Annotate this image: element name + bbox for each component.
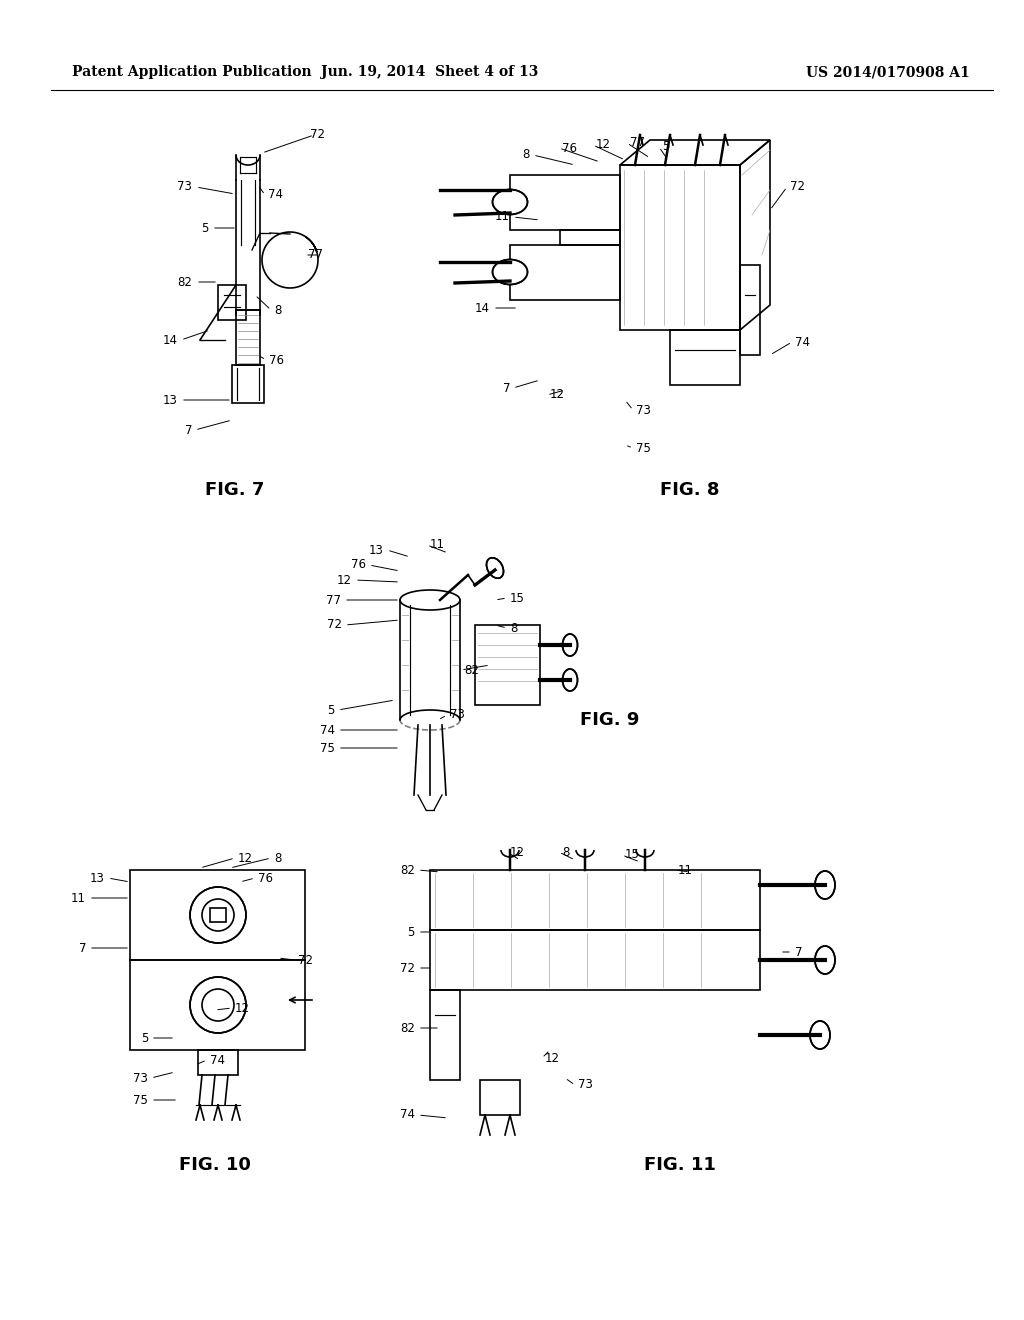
Text: 73: 73 xyxy=(636,404,651,417)
Ellipse shape xyxy=(493,190,527,214)
Text: 72: 72 xyxy=(298,953,313,966)
Text: 77: 77 xyxy=(630,136,645,149)
Ellipse shape xyxy=(562,669,578,690)
Text: 75: 75 xyxy=(133,1093,148,1106)
Ellipse shape xyxy=(815,946,835,974)
Text: 15: 15 xyxy=(510,591,525,605)
Text: 12: 12 xyxy=(596,139,611,152)
Text: 82: 82 xyxy=(400,1022,415,1035)
Text: 74: 74 xyxy=(795,335,810,348)
Text: 5: 5 xyxy=(201,222,208,235)
Text: 76: 76 xyxy=(351,558,366,572)
Text: 7: 7 xyxy=(79,941,86,954)
Text: 5: 5 xyxy=(408,925,415,939)
Text: 73: 73 xyxy=(177,181,193,194)
Text: 13: 13 xyxy=(90,871,105,884)
Text: 12: 12 xyxy=(545,1052,560,1064)
Text: FIG. 8: FIG. 8 xyxy=(660,480,720,499)
Text: 72: 72 xyxy=(400,961,415,974)
Text: FIG. 11: FIG. 11 xyxy=(644,1156,716,1173)
Text: FIG. 10: FIG. 10 xyxy=(179,1156,251,1173)
Text: 73: 73 xyxy=(450,709,465,722)
Text: 7: 7 xyxy=(503,381,510,395)
Text: 5: 5 xyxy=(662,140,670,153)
Text: 82: 82 xyxy=(400,863,415,876)
Ellipse shape xyxy=(493,260,527,285)
Text: 8: 8 xyxy=(274,851,282,865)
Text: 15: 15 xyxy=(625,849,640,862)
Text: 7: 7 xyxy=(184,424,193,437)
Text: 75: 75 xyxy=(636,441,651,454)
Ellipse shape xyxy=(810,1020,830,1049)
Text: 74: 74 xyxy=(210,1053,225,1067)
Text: Jun. 19, 2014  Sheet 4 of 13: Jun. 19, 2014 Sheet 4 of 13 xyxy=(322,65,539,79)
Text: 74: 74 xyxy=(400,1109,415,1122)
Text: Patent Application Publication: Patent Application Publication xyxy=(72,65,311,79)
Text: 12: 12 xyxy=(238,851,253,865)
Text: 11: 11 xyxy=(495,210,510,223)
Text: 5: 5 xyxy=(328,704,335,717)
Text: 8: 8 xyxy=(562,846,569,858)
Text: 74: 74 xyxy=(319,723,335,737)
Text: 77: 77 xyxy=(326,594,341,606)
Text: 75: 75 xyxy=(321,742,335,755)
Text: 7: 7 xyxy=(795,945,803,958)
Text: 76: 76 xyxy=(269,354,284,367)
Text: 13: 13 xyxy=(369,544,384,557)
Text: FIG. 9: FIG. 9 xyxy=(581,711,640,729)
Text: 74: 74 xyxy=(268,189,283,202)
Circle shape xyxy=(190,977,246,1034)
Text: 8: 8 xyxy=(510,622,517,635)
Text: 76: 76 xyxy=(562,141,577,154)
Text: 12: 12 xyxy=(510,846,525,858)
Text: 82: 82 xyxy=(464,664,479,676)
Text: FIG. 7: FIG. 7 xyxy=(206,480,264,499)
Text: 77: 77 xyxy=(308,248,323,261)
Text: 14: 14 xyxy=(475,301,490,314)
Text: US 2014/0170908 A1: US 2014/0170908 A1 xyxy=(806,65,970,79)
Ellipse shape xyxy=(815,871,835,899)
Circle shape xyxy=(190,887,246,942)
Text: 72: 72 xyxy=(310,128,325,141)
Text: 11: 11 xyxy=(678,863,693,876)
Text: 82: 82 xyxy=(177,276,193,289)
Text: 13: 13 xyxy=(163,393,178,407)
Text: 72: 72 xyxy=(790,181,805,194)
Text: 12: 12 xyxy=(337,573,352,586)
Text: 8: 8 xyxy=(274,304,282,317)
Text: 8: 8 xyxy=(522,149,530,161)
Text: 11: 11 xyxy=(71,891,86,904)
Ellipse shape xyxy=(486,558,504,578)
Text: 11: 11 xyxy=(430,539,445,552)
Text: 72: 72 xyxy=(327,619,342,631)
Text: 12: 12 xyxy=(234,1002,250,1015)
Text: 5: 5 xyxy=(140,1031,148,1044)
Text: 76: 76 xyxy=(258,871,273,884)
Text: 73: 73 xyxy=(133,1072,148,1085)
Ellipse shape xyxy=(562,634,578,656)
Text: 12: 12 xyxy=(550,388,565,401)
Text: 14: 14 xyxy=(163,334,178,346)
Text: 73: 73 xyxy=(578,1078,593,1092)
